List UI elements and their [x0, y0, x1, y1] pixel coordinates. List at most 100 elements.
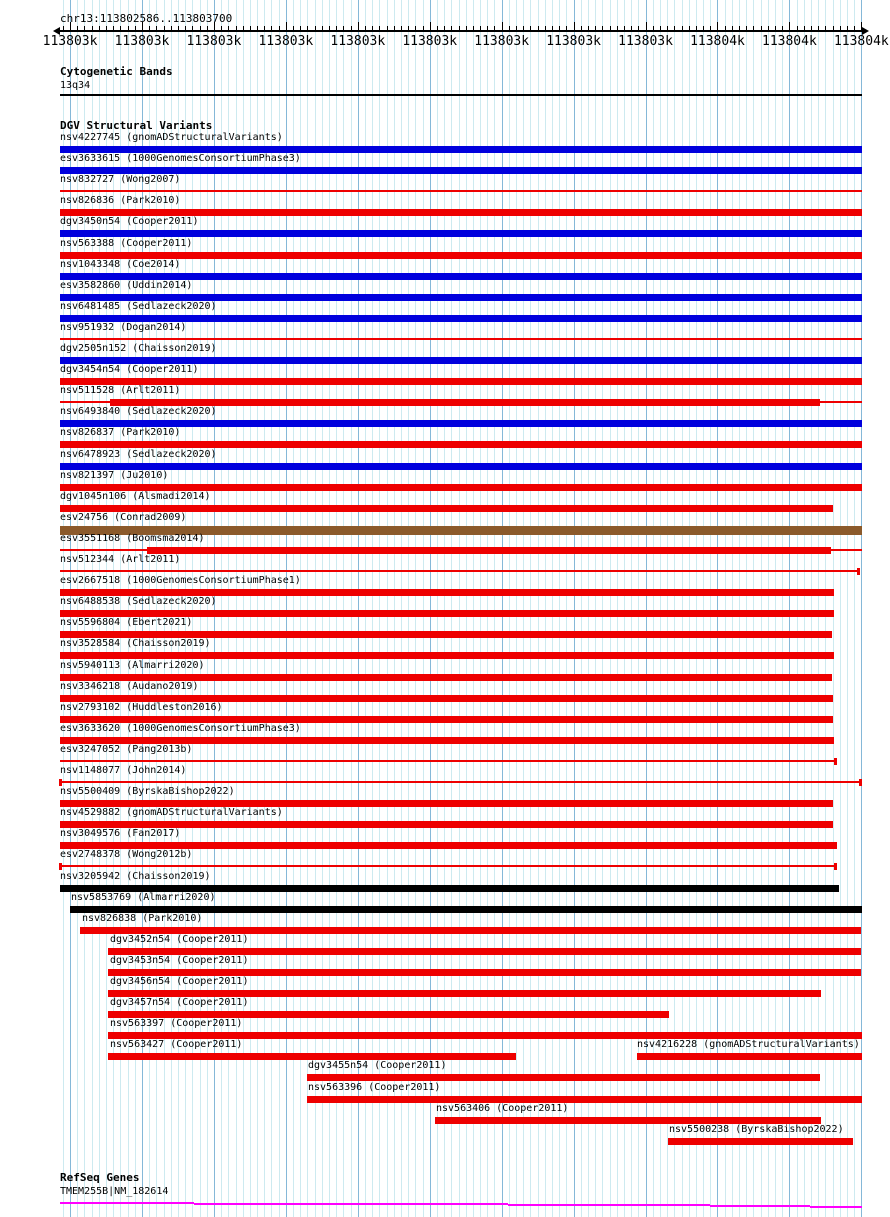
- variant-bar[interactable]: [637, 1053, 862, 1061]
- variant-bar[interactable]: [60, 190, 862, 193]
- variant-label[interactable]: nsv4227745 (gnomADStructuralVariants): [60, 132, 283, 143]
- variant-bar[interactable]: [60, 525, 862, 535]
- variant-label[interactable]: nsv6493840 (Sedlazeck2020): [60, 406, 217, 418]
- cytoband-bar[interactable]: [60, 94, 862, 96]
- variant-bar[interactable]: [60, 462, 862, 470]
- gene-structure-segment[interactable]: [810, 1206, 862, 1208]
- variant-label[interactable]: nsv951932 (Dogan2014): [60, 321, 187, 333]
- variant-label[interactable]: nsv563427 (Cooper2011): [110, 1039, 243, 1051]
- variant-label[interactable]: nsv563406 (Cooper2011): [436, 1102, 569, 1114]
- variant-label[interactable]: nsv4216228 (gnomADStructuralVariants): [637, 1039, 860, 1051]
- variant-label[interactable]: nsv512344 (Arlt2011): [60, 554, 181, 565]
- variant-label[interactable]: nsv826838 (Park2010): [82, 912, 203, 924]
- variant-bar[interactable]: [60, 293, 862, 301]
- variant-label[interactable]: dgv2505n152 (Chaisson2019): [60, 343, 217, 354]
- variant-bar[interactable]: [147, 546, 831, 554]
- variant-label[interactable]: nsv563388 (Cooper2011): [60, 237, 193, 249]
- gene-structure-segment[interactable]: [60, 1202, 194, 1204]
- variant-bar[interactable]: [60, 401, 110, 404]
- variant-label[interactable]: dgv3453n54 (Cooper2011): [110, 954, 249, 966]
- variant-bar[interactable]: [60, 610, 834, 618]
- variant-bar[interactable]: [60, 337, 862, 340]
- gene-structure-segment[interactable]: [710, 1205, 810, 1207]
- variant-bar[interactable]: [60, 441, 862, 449]
- variant-bar[interactable]: [60, 821, 833, 829]
- variant-label[interactable]: esv3551168 (Boomsma2014): [60, 532, 205, 544]
- variant-bar[interactable]: [60, 800, 833, 808]
- variant-bar[interactable]: [60, 483, 862, 491]
- variant-bar[interactable]: [307, 1074, 820, 1082]
- refseq-gene-label[interactable]: TMEM255B|NM_182614: [60, 1186, 169, 1197]
- variant-label[interactable]: nsv826836 (Park2010): [60, 195, 181, 207]
- variant-bar[interactable]: [108, 968, 861, 976]
- variant-bar[interactable]: [108, 990, 821, 997]
- variant-label[interactable]: nsv6488538 (Sedlazeck2020): [60, 596, 217, 608]
- gene-structure-segment[interactable]: [610, 1204, 710, 1206]
- variant-bar[interactable]: [60, 570, 858, 572]
- variant-bar[interactable]: [70, 905, 862, 913]
- variant-bar[interactable]: [60, 314, 862, 322]
- variant-bar[interactable]: [60, 548, 147, 551]
- variant-label[interactable]: nsv3049576 (Fan2017): [60, 828, 181, 840]
- variant-bar[interactable]: [80, 926, 861, 934]
- variant-label[interactable]: nsv5500409 (ByrskaBishop2022): [60, 786, 235, 798]
- variant-label[interactable]: esv2748378 (Wong2012b): [60, 849, 193, 861]
- variant-bar[interactable]: [60, 230, 862, 238]
- variant-label[interactable]: esv3633615 (1000GenomesConsortiumPhase3): [60, 153, 301, 165]
- variant-label[interactable]: esv2667518 (1000GenomesConsortiumPhase1): [60, 575, 301, 587]
- variant-label[interactable]: nsv1043348 (Coe2014): [60, 258, 181, 270]
- gene-structure-segment[interactable]: [508, 1204, 610, 1206]
- variant-bar[interactable]: [60, 631, 832, 639]
- variant-label[interactable]: dgv3456n54 (Cooper2011): [110, 976, 249, 987]
- variant-label[interactable]: dgv3455n54 (Cooper2011): [308, 1060, 447, 1072]
- variant-bar[interactable]: [60, 209, 862, 217]
- variant-bar[interactable]: [108, 1032, 862, 1040]
- variant-label[interactable]: dgv3454n54 (Cooper2011): [60, 364, 199, 376]
- variant-bar[interactable]: [60, 736, 834, 744]
- variant-bar[interactable]: [60, 694, 833, 702]
- variant-bar[interactable]: [60, 357, 862, 364]
- variant-label[interactable]: nsv563397 (Cooper2011): [110, 1018, 243, 1030]
- variant-bar[interactable]: [60, 378, 862, 386]
- variant-label[interactable]: nsv826837 (Park2010): [60, 427, 181, 439]
- variant-bar[interactable]: [60, 146, 862, 153]
- variant-label[interactable]: nsv3205942 (Chaisson2019): [60, 870, 211, 882]
- variant-label[interactable]: nsv2793102 (Huddleston2016): [60, 701, 223, 713]
- variant-bar[interactable]: [60, 673, 832, 681]
- variant-bar[interactable]: [60, 420, 862, 428]
- variant-bar[interactable]: [668, 1137, 853, 1145]
- variant-bar[interactable]: [108, 1011, 669, 1019]
- variant-bar[interactable]: [60, 504, 833, 512]
- variant-label[interactable]: esv3582860 (Uddin2014): [60, 279, 193, 291]
- variant-bar[interactable]: [108, 1053, 516, 1061]
- variant-bar[interactable]: [60, 251, 862, 259]
- variant-label[interactable]: dgv3450n54 (Cooper2011): [60, 216, 199, 228]
- variant-label[interactable]: nsv5940113 (Almarri2020): [60, 659, 205, 671]
- variant-label[interactable]: nsv5596804 (Ebert2021): [60, 617, 193, 629]
- gene-structure-segment[interactable]: [194, 1203, 330, 1205]
- variant-label[interactable]: dgv3452n54 (Cooper2011): [110, 933, 249, 945]
- variant-bar[interactable]: [307, 1095, 862, 1103]
- variant-label[interactable]: nsv4529882 (gnomADStructuralVariants): [60, 807, 283, 819]
- variant-label[interactable]: nsv6481485 (Sedlazeck2020): [60, 300, 217, 312]
- variant-bar[interactable]: [60, 167, 862, 175]
- variant-bar[interactable]: [60, 589, 834, 597]
- variant-label[interactable]: nsv511528 (Arlt2011): [60, 385, 181, 397]
- variant-label[interactable]: nsv832727 (Wong2007): [60, 174, 181, 186]
- variant-label[interactable]: dgv1045n106 (Alsmadi2014): [60, 490, 211, 502]
- gene-structure-segment[interactable]: [330, 1203, 508, 1205]
- variant-label[interactable]: nsv3346218 (Audano2019): [60, 680, 199, 692]
- variant-bar[interactable]: [435, 1116, 821, 1124]
- variant-bar[interactable]: [60, 759, 835, 762]
- variant-bar[interactable]: [60, 842, 837, 850]
- variant-bar[interactable]: [60, 781, 860, 783]
- variant-label[interactable]: nsv821397 (Ju2010): [60, 469, 169, 481]
- variant-label[interactable]: nsv5500238 (ByrskaBishop2022): [669, 1123, 844, 1135]
- variant-bar[interactable]: [60, 272, 862, 280]
- variant-label[interactable]: nsv563396 (Cooper2011): [308, 1081, 441, 1093]
- variant-bar[interactable]: [60, 715, 833, 723]
- variant-bar[interactable]: [820, 401, 862, 404]
- variant-label[interactable]: nsv1148077 (John2014): [60, 765, 187, 776]
- variant-bar[interactable]: [60, 884, 839, 892]
- variant-label[interactable]: nsv5853769 (Almarri2020): [71, 891, 216, 903]
